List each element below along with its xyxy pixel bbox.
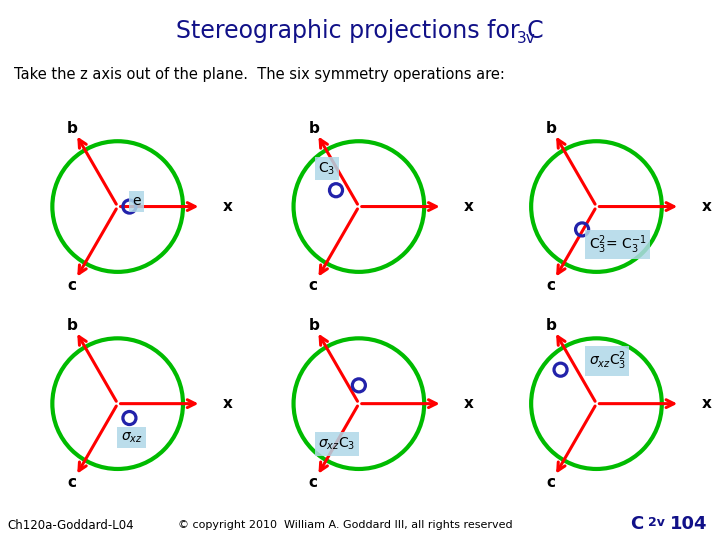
Text: Take the z axis out of the plane.  The six symmetry operations are:: Take the z axis out of the plane. The si… — [14, 67, 505, 82]
Text: Stereographic projections for C: Stereographic projections for C — [176, 19, 544, 43]
Text: x: x — [701, 199, 711, 214]
Text: C$_3$: C$_3$ — [318, 160, 336, 177]
Text: Ch120a-Goddard-L04: Ch120a-Goddard-L04 — [7, 518, 134, 532]
Text: $\sigma_{xz}$C$_3$: $\sigma_{xz}$C$_3$ — [318, 436, 356, 453]
Text: c: c — [309, 475, 318, 490]
Text: c: c — [68, 278, 76, 293]
Text: $\sigma_{xz}$C$_3^2$: $\sigma_{xz}$C$_3^2$ — [589, 350, 626, 373]
Text: b: b — [67, 121, 78, 136]
Text: b: b — [67, 318, 78, 333]
Text: b: b — [308, 121, 319, 136]
Text: 2v: 2v — [648, 516, 665, 529]
Text: C$_3^2$= C$_3^{-1}$: C$_3^2$= C$_3^{-1}$ — [589, 233, 647, 256]
Text: b: b — [308, 318, 319, 333]
Text: © copyright 2010  William A. Goddard III, all rights reserved: © copyright 2010 William A. Goddard III,… — [179, 520, 513, 530]
Text: c: c — [68, 475, 76, 490]
Text: x: x — [701, 396, 711, 411]
Text: b: b — [546, 318, 557, 333]
Text: x: x — [222, 396, 233, 411]
Text: x: x — [464, 199, 474, 214]
Text: x: x — [464, 396, 474, 411]
Text: b: b — [546, 121, 557, 136]
Text: $\sigma_{xz}$: $\sigma_{xz}$ — [121, 430, 143, 445]
Text: 3v: 3v — [517, 31, 536, 46]
Text: e: e — [132, 194, 140, 208]
Text: x: x — [222, 199, 233, 214]
Text: C: C — [630, 515, 643, 532]
Text: c: c — [546, 278, 555, 293]
Text: c: c — [546, 475, 555, 490]
Text: 104: 104 — [670, 515, 707, 532]
Text: c: c — [309, 278, 318, 293]
